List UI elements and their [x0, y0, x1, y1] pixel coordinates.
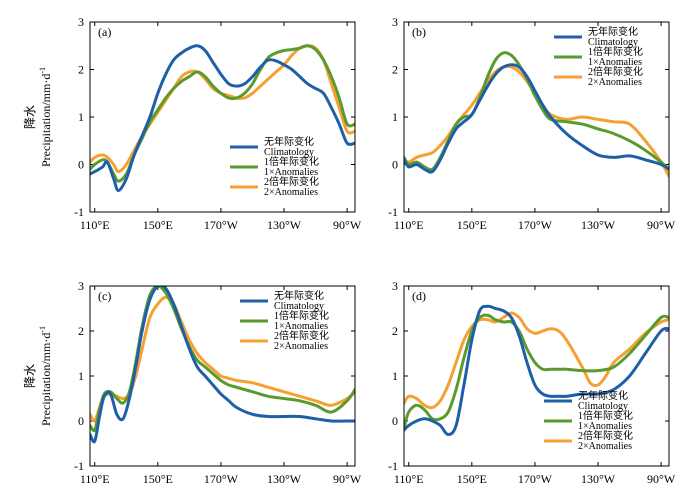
plot-frame	[403, 285, 670, 467]
panel-d: (d) -1 0 1 2 3 110°E 150°E 170°W 130°W 90°W 无年际变化Cl…	[388, 279, 676, 486]
legend-label-en: Climatology	[274, 301, 324, 312]
y-axis-label-sup: -1	[38, 67, 47, 74]
legend-label-en: Climatology	[578, 401, 628, 412]
y-axis-label-sup: -1	[38, 326, 47, 333]
y-tick-label: -1	[388, 205, 398, 219]
legend-label-cn: 1倍年际变化	[274, 309, 329, 322]
legend-label-en: 2×Anomalies	[578, 441, 632, 452]
y-axis-label-cn: 降水	[23, 364, 37, 388]
legend-label-cn: 2倍年际变化	[588, 65, 643, 78]
x-tick-label: 150°E	[457, 472, 487, 486]
y-tick-label: 3	[392, 15, 398, 29]
legend-label-en: 1×Anomalies	[264, 167, 318, 178]
legend-label-cn: 2倍年际变化	[274, 329, 329, 342]
x-tick-label: 150°E	[143, 472, 173, 486]
legend-label-cn: 无年际变化	[588, 25, 638, 38]
x-tick-label: 150°E	[457, 218, 487, 232]
x-tick-label: 90°W	[647, 472, 676, 486]
legend-label-en: 2×Anomalies	[274, 341, 328, 352]
panel-c: (c) -1 0 1 2 3 110°E 150°E 170°W 130°W 90°W 降水 Preci…	[23, 279, 362, 486]
legend-label-en: Climatology	[588, 37, 638, 48]
legend-label-cn: 1倍年际变化	[578, 409, 633, 422]
series-line-climatology	[404, 63, 669, 174]
y-tick-label: 0	[78, 158, 84, 172]
legend-label-en: 1×Anomalies	[578, 421, 632, 432]
y-tick-label: 0	[392, 158, 398, 172]
legend-label-cn: 无年际变化	[264, 135, 314, 148]
legend-label-en: 1×Anomalies	[274, 321, 328, 332]
series-line-climatology	[90, 286, 355, 444]
series-line-climatology	[90, 44, 355, 193]
legend-label-cn: 2倍年际变化	[578, 429, 633, 442]
x-tick-label: 110°E	[80, 472, 110, 486]
legend-label-cn: 无年际变化	[274, 289, 324, 302]
y-tick-label: 1	[78, 369, 84, 383]
panel-label: (a)	[98, 25, 111, 39]
legend: 无年际变化Climatology1倍年际变化1×Anomalies2倍年际变化2…	[554, 25, 643, 88]
legend: 无年际变化Climatology1倍年际变化1×Anomalies2倍年际变化2…	[544, 389, 633, 452]
y-axis-label-en: Precipitation/mm·d-1	[38, 326, 53, 426]
y-tick-label: 3	[392, 279, 398, 293]
y-tick-label: 2	[78, 324, 84, 338]
x-tick-label: 110°E	[80, 218, 110, 232]
y-tick-label: -1	[388, 459, 398, 473]
series-line-1x-anomalies	[404, 313, 669, 430]
panel-label: (d)	[412, 289, 426, 303]
y-tick-label: 3	[78, 15, 84, 29]
y-axis-label-en: Precipitation/mm·d-1	[38, 67, 53, 167]
x-tick-label: 170°W	[518, 218, 553, 232]
plot-frame	[403, 21, 670, 213]
y-tick-label: 1	[78, 110, 84, 124]
panel-a: (a) -1 0 1 2 3 110°E 150°E 170°W 130°W 90°W 降水 Preci…	[23, 15, 362, 232]
series-line-1x-anomalies	[90, 44, 355, 183]
y-tick-label: -1	[74, 205, 84, 219]
x-tick-label: 130°W	[267, 218, 302, 232]
plot-frame	[89, 21, 356, 213]
legend-label-cn: 1倍年际变化	[264, 155, 319, 168]
x-tick-label: 90°W	[333, 218, 362, 232]
legend-label-en: 2×Anomalies	[588, 77, 642, 88]
x-tick-label: 170°W	[204, 472, 239, 486]
y-tick-label: 0	[392, 414, 398, 428]
x-tick-label: 90°W	[647, 218, 676, 232]
legend: 无年际变化Climatology1倍年际变化1×Anomalies2倍年际变化2…	[230, 135, 319, 198]
y-tick-label: 3	[78, 279, 84, 293]
legend-label-en: Climatology	[264, 147, 314, 158]
x-tick-label: 150°E	[143, 218, 173, 232]
y-tick-label: 2	[392, 63, 398, 77]
legend-label-cn: 无年际变化	[578, 389, 628, 402]
panel-label: (c)	[98, 289, 111, 303]
y-tick-label: 2	[78, 63, 84, 77]
x-tick-label: 90°W	[333, 472, 362, 486]
x-tick-label: 130°W	[581, 472, 616, 486]
y-axis-label-cn: 降水	[23, 105, 37, 129]
panel-b: (b) -1 0 1 2 3 110°E 150°E 170°W 130°W 90°W 无年际变化Cl…	[388, 15, 676, 232]
x-tick-label: 130°W	[581, 218, 616, 232]
y-tick-label: 1	[392, 369, 398, 383]
legend-label-cn: 2倍年际变化	[264, 175, 319, 188]
legend-label-en: 1×Anomalies	[588, 57, 642, 68]
panel-label: (b)	[412, 25, 426, 39]
legend: 无年际变化Climatology1倍年际变化1×Anomalies2倍年际变化2…	[240, 289, 329, 352]
y-tick-label: 2	[392, 324, 398, 338]
series-line-2x-anomalies	[404, 311, 669, 410]
y-tick-label: -1	[74, 459, 84, 473]
x-tick-label: 110°E	[394, 472, 424, 486]
legend-label-cn: 1倍年际变化	[588, 45, 643, 58]
x-tick-label: 130°W	[267, 472, 302, 486]
series-line-climatology	[404, 304, 669, 436]
y-tick-label: 1	[392, 110, 398, 124]
legend-label-en: 2×Anomalies	[264, 187, 318, 198]
y-tick-label: 0	[78, 414, 84, 428]
x-tick-label: 170°W	[518, 472, 553, 486]
x-tick-label: 170°W	[204, 218, 239, 232]
x-tick-label: 110°E	[394, 218, 424, 232]
